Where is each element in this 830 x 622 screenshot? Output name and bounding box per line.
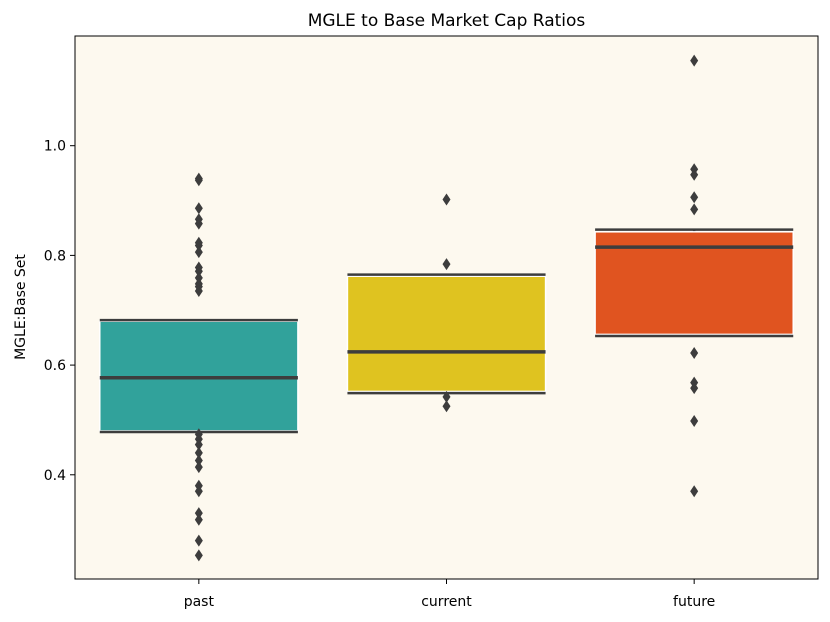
y-tick-label: 1.0 xyxy=(44,139,66,155)
outlier-point xyxy=(690,203,699,216)
outlier-point xyxy=(194,217,203,230)
outlier-point xyxy=(194,174,203,187)
outlier-point xyxy=(194,513,203,526)
outlier-point xyxy=(194,454,203,467)
outlier-point xyxy=(194,461,203,474)
outlier-point xyxy=(690,415,699,428)
box-current xyxy=(346,275,547,393)
outlier-point xyxy=(194,271,203,284)
outlier-point xyxy=(194,485,203,498)
x-tick-label-current: current xyxy=(421,594,472,610)
outlier-point xyxy=(194,438,203,451)
y-tick-label: 0.4 xyxy=(44,468,66,484)
outlier-point xyxy=(690,168,699,181)
box-group-past xyxy=(99,172,299,562)
outlier-point xyxy=(442,258,451,271)
x-tick-label-future: future xyxy=(673,594,715,610)
outlier-point xyxy=(690,347,699,360)
y-tick-label: 0.6 xyxy=(44,358,66,374)
box-group-future xyxy=(594,54,794,498)
outlier-point xyxy=(690,382,699,395)
ticks-layer: past current future 0.4 0.6 0.8 1.0 xyxy=(44,139,716,610)
outlier-point xyxy=(690,191,699,204)
x-tick-label-past: past xyxy=(184,594,215,610)
outlier-point xyxy=(442,193,451,206)
y-axis-label: MGLE:Base Set xyxy=(13,254,29,360)
box-group-current xyxy=(346,193,547,413)
outlier-point xyxy=(194,202,203,215)
outlier-point xyxy=(194,246,203,259)
outlier-point xyxy=(194,239,203,252)
outlier-point xyxy=(194,549,203,562)
outlier-point xyxy=(194,507,203,520)
outlier-point xyxy=(690,54,699,67)
y-tick-label: 0.8 xyxy=(44,248,66,264)
outlier-point xyxy=(194,534,203,547)
boxes-layer xyxy=(99,54,794,562)
outlier-point xyxy=(690,485,699,498)
outlier-point xyxy=(442,400,451,413)
chart-title: MGLE to Base Market Cap Ratios xyxy=(308,11,586,31)
outlier-point xyxy=(194,285,203,298)
outlier-point xyxy=(442,390,451,403)
outlier-point xyxy=(194,446,203,459)
outlier-point xyxy=(194,265,203,278)
